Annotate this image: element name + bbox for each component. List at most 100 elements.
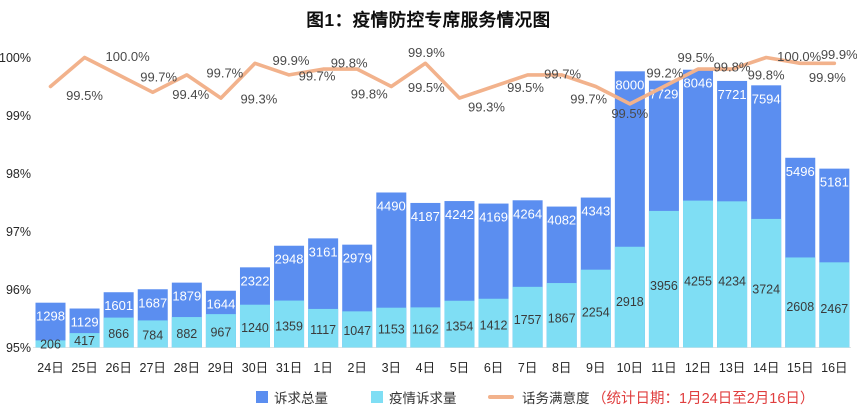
bar-epidemic-segment (717, 201, 748, 348)
satisfaction-value-label: 99.9% (821, 47, 857, 62)
bar-epidemic-value-label: 2918 (616, 295, 644, 309)
legend-label-satisfaction: 话务满意度 (522, 391, 590, 406)
satisfaction-value-label: 99.8% (331, 56, 368, 71)
legend-label-epidemic: 疫情诉求量 (389, 391, 457, 406)
bar-total-value-label: 7729 (649, 87, 678, 102)
bar-total-value-label: 1601 (104, 298, 133, 313)
bar-epidemic-segment (137, 320, 168, 348)
satisfaction-value-label: 99.7% (140, 69, 177, 84)
x-axis-label: 16日 (821, 361, 847, 375)
bar-epidemic-segment (342, 311, 373, 348)
bar-epidemic-segment (308, 308, 339, 348)
x-axis-label: 12日 (685, 361, 711, 375)
bar-epidemic-value-label: 1240 (241, 321, 269, 335)
bar-epidemic-segment (648, 210, 679, 348)
satisfaction-value-label: 99.8% (714, 60, 751, 75)
bar-epidemic-segment (819, 262, 850, 348)
y-axis-tick: 100% (0, 51, 31, 65)
bar-total-segment (35, 302, 66, 348)
satisfaction-value-label: 99.8% (748, 68, 785, 83)
satisfaction-value-label: 99.3% (240, 92, 277, 107)
x-axis-label: 14日 (753, 361, 779, 375)
bar-epidemic-value-label: 3956 (650, 279, 678, 293)
bar-total-value-label: 1687 (138, 295, 167, 310)
bar-epidemic-segment (35, 340, 66, 348)
bar-total-value-label: 7594 (752, 91, 781, 106)
legend-swatch-epidemic-icon (371, 391, 383, 403)
y-axis-tick: 98% (6, 167, 31, 181)
bar-total-value-label: 1129 (71, 315, 99, 330)
x-axis-label: 31日 (276, 361, 302, 375)
x-axis-label: 30日 (242, 361, 268, 375)
bar-total-value-label: 1298 (36, 309, 65, 324)
satisfaction-value-label: 99.7% (570, 91, 607, 106)
bar-epidemic-value-label: 1153 (378, 323, 405, 337)
bar-epidemic-value-label: 866 (108, 327, 129, 341)
satisfaction-value-label: 99.9% (408, 45, 445, 60)
legend-label-total: 诉求总量 (274, 391, 328, 406)
chart-title: 图1：疫情防控专席服务情况图 (306, 10, 551, 30)
bar-epidemic-value-label: 417 (74, 334, 95, 348)
x-axis-label: 10日 (617, 361, 643, 375)
x-axis-label: 25日 (71, 361, 97, 375)
y-axis-tick: 99% (6, 109, 31, 123)
satisfaction-value-label: 99.5% (66, 88, 103, 103)
x-axis-label: 29日 (208, 361, 234, 375)
satisfaction-value-label: 99.9% (809, 70, 846, 85)
satisfaction-line (48, 55, 837, 106)
x-axis-label: 11日 (651, 361, 676, 375)
x-axis-label: 15日 (787, 361, 813, 375)
bar-epidemic-value-label: 4255 (684, 274, 712, 288)
bar-total-value-label: 4343 (581, 204, 610, 219)
legend-item-satisfaction[interactable]: 话务满意度 (488, 388, 590, 406)
y-axis-tick: 97% (6, 225, 31, 239)
bar-total-value-label: 1644 (206, 297, 235, 312)
x-axis-label: 24日 (37, 361, 63, 375)
bar-epidemic-segment (69, 333, 100, 348)
bar-epidemic-value-label: 2608 (786, 300, 814, 314)
bar-epidemic-value-label: 1162 (412, 322, 439, 336)
bar-epidemic-segment (785, 257, 816, 348)
bar-total-value-label: 4082 (547, 213, 576, 228)
legend-item-epidemic[interactable]: 疫情诉求量 (371, 388, 457, 406)
bar-total-value-label: 1879 (172, 289, 201, 304)
bar-epidemic-segment (103, 317, 134, 348)
bar-total-value-label: 4242 (445, 207, 474, 222)
bar-epidemic-value-label: 1047 (343, 324, 371, 338)
satisfaction-value-label: 99.9% (273, 53, 310, 68)
bar-epidemic-value-label: 1757 (514, 313, 542, 327)
x-axis-label: 28日 (174, 361, 200, 375)
x-axis-label: 1日 (313, 361, 332, 375)
satisfaction-value-label: 99.2% (646, 65, 683, 80)
x-axis-label: 5日 (450, 361, 469, 375)
bar-epidemic-segment (410, 307, 441, 348)
bar-epidemic-value-label: 1412 (480, 319, 508, 333)
bar-total-value-label: 2979 (343, 251, 372, 266)
x-axis-label: 26日 (105, 361, 131, 375)
bar-total-value-label: 5181 (820, 175, 849, 190)
bar-epidemic-value-label: 2467 (820, 302, 848, 316)
x-axis-label: 3日 (382, 361, 401, 375)
bar-total-value-label: 7721 (718, 87, 747, 102)
bar-epidemic-segment (751, 218, 782, 348)
bar-epidemic-value-label: 1359 (275, 319, 303, 333)
bar-total-value-label: 8000 (615, 77, 644, 92)
satisfaction-value-label: 99.3% (468, 100, 505, 115)
bar-epidemic-segment (512, 286, 543, 348)
bar-epidemic-value-label: 967 (210, 325, 231, 339)
x-axis-label: 8日 (552, 361, 571, 375)
bar-epidemic-value-label: 1354 (446, 319, 474, 333)
bar-total-value-label: 4187 (411, 209, 440, 224)
bar-total-value-label: 2948 (275, 252, 304, 267)
legend-item-total[interactable]: 诉求总量 (256, 388, 328, 406)
bar-epidemic-segment (546, 283, 577, 348)
bar-epidemic-value-label: 1867 (548, 311, 576, 325)
bar-epidemic-segment (205, 314, 236, 348)
x-axis-label: 13日 (719, 361, 745, 375)
bar-total-value-label: 3161 (309, 244, 338, 259)
satisfaction-value-label: 99.4% (172, 87, 209, 102)
bar-epidemic-segment (239, 304, 270, 348)
x-axis-label: 27日 (140, 361, 166, 375)
bar-epidemic-value-label: 882 (176, 327, 197, 341)
